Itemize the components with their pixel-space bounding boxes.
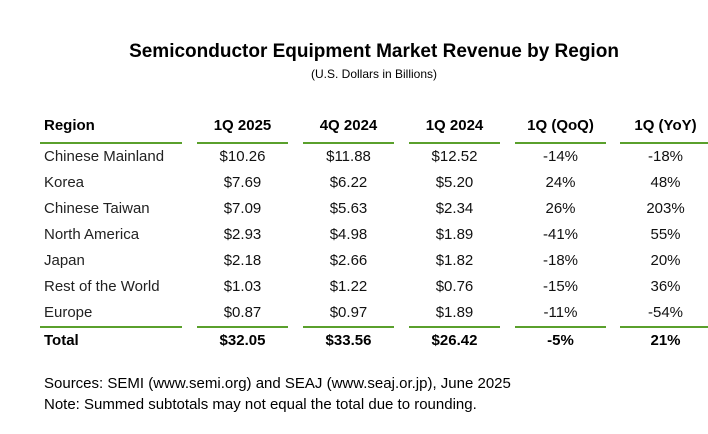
region-cell: Japan — [44, 252, 85, 269]
column-header: 1Q 2025 — [213, 117, 272, 134]
value-cell: -18% — [647, 148, 684, 165]
total-cell: $32.05 — [219, 332, 266, 349]
value-cell: $1.03 — [223, 278, 262, 295]
value-cell: 203% — [646, 200, 685, 217]
region-cell: Rest of the World — [44, 278, 160, 295]
total-cell: $33.56 — [325, 332, 372, 349]
value-cell: $12.52 — [431, 148, 478, 165]
value-cell: $2.18 — [223, 252, 262, 269]
value-cell: $7.69 — [223, 174, 262, 191]
column-header: 1Q (QoQ) — [527, 117, 594, 134]
column-header: Region — [44, 117, 95, 134]
value-cell: $2.66 — [329, 252, 368, 269]
value-cell: $0.76 — [435, 278, 474, 295]
value-cell: -54% — [647, 304, 684, 321]
value-cell: $0.97 — [329, 304, 368, 321]
total-cell: Total — [44, 332, 79, 349]
value-cell: -18% — [542, 252, 579, 269]
region-cell: Chinese Taiwan — [44, 200, 150, 217]
table-title: Semiconductor Equipment Market Revenue b… — [129, 41, 619, 62]
column-header: 4Q 2024 — [319, 117, 378, 134]
total-cell: -5% — [547, 332, 574, 349]
region-cell: Korea — [44, 174, 85, 191]
note-text: Note: Summed subtotals may not equal the… — [44, 396, 477, 413]
sources-text: Sources: SEMI (www.semi.org) and SEAJ (w… — [44, 375, 511, 392]
value-cell: 20% — [650, 252, 681, 269]
region-cell: North America — [44, 226, 140, 243]
column-header: 1Q (YoY) — [634, 117, 697, 134]
value-cell: 26% — [545, 200, 576, 217]
footnotes: Sources: SEMI (www.semi.org) and SEAJ (w… — [44, 373, 511, 415]
value-cell: $1.89 — [435, 226, 474, 243]
value-cell: $2.93 — [223, 226, 262, 243]
value-cell: $6.22 — [329, 174, 368, 191]
value-cell: $10.26 — [219, 148, 266, 165]
value-cell: -11% — [543, 304, 578, 321]
value-cell: $5.63 — [329, 200, 368, 217]
value-cell: $1.89 — [435, 304, 474, 321]
value-cell: -41% — [542, 226, 579, 243]
value-cell: $7.09 — [223, 200, 262, 217]
value-cell: 24% — [545, 174, 576, 191]
table-subtitle: (U.S. Dollars in Billions) — [310, 67, 438, 81]
total-cell: 21% — [650, 332, 681, 349]
value-cell: $4.98 — [329, 226, 368, 243]
value-cell: $5.20 — [435, 174, 474, 191]
value-cell: $0.87 — [223, 304, 262, 321]
value-cell: 36% — [650, 278, 681, 295]
total-cell: $26.42 — [431, 332, 478, 349]
value-cell: $11.88 — [326, 148, 371, 165]
region-cell: Europe — [44, 304, 93, 321]
value-cell: $1.22 — [329, 278, 368, 295]
value-cell: $2.34 — [435, 200, 474, 217]
value-cell: -14% — [542, 148, 579, 165]
region-cell: Chinese Mainland — [44, 148, 165, 165]
value-cell: 48% — [650, 174, 681, 191]
value-cell: $1.82 — [435, 252, 474, 269]
column-header: 1Q 2024 — [425, 117, 484, 134]
value-cell: 55% — [650, 226, 681, 243]
value-cell: -15% — [542, 278, 579, 295]
